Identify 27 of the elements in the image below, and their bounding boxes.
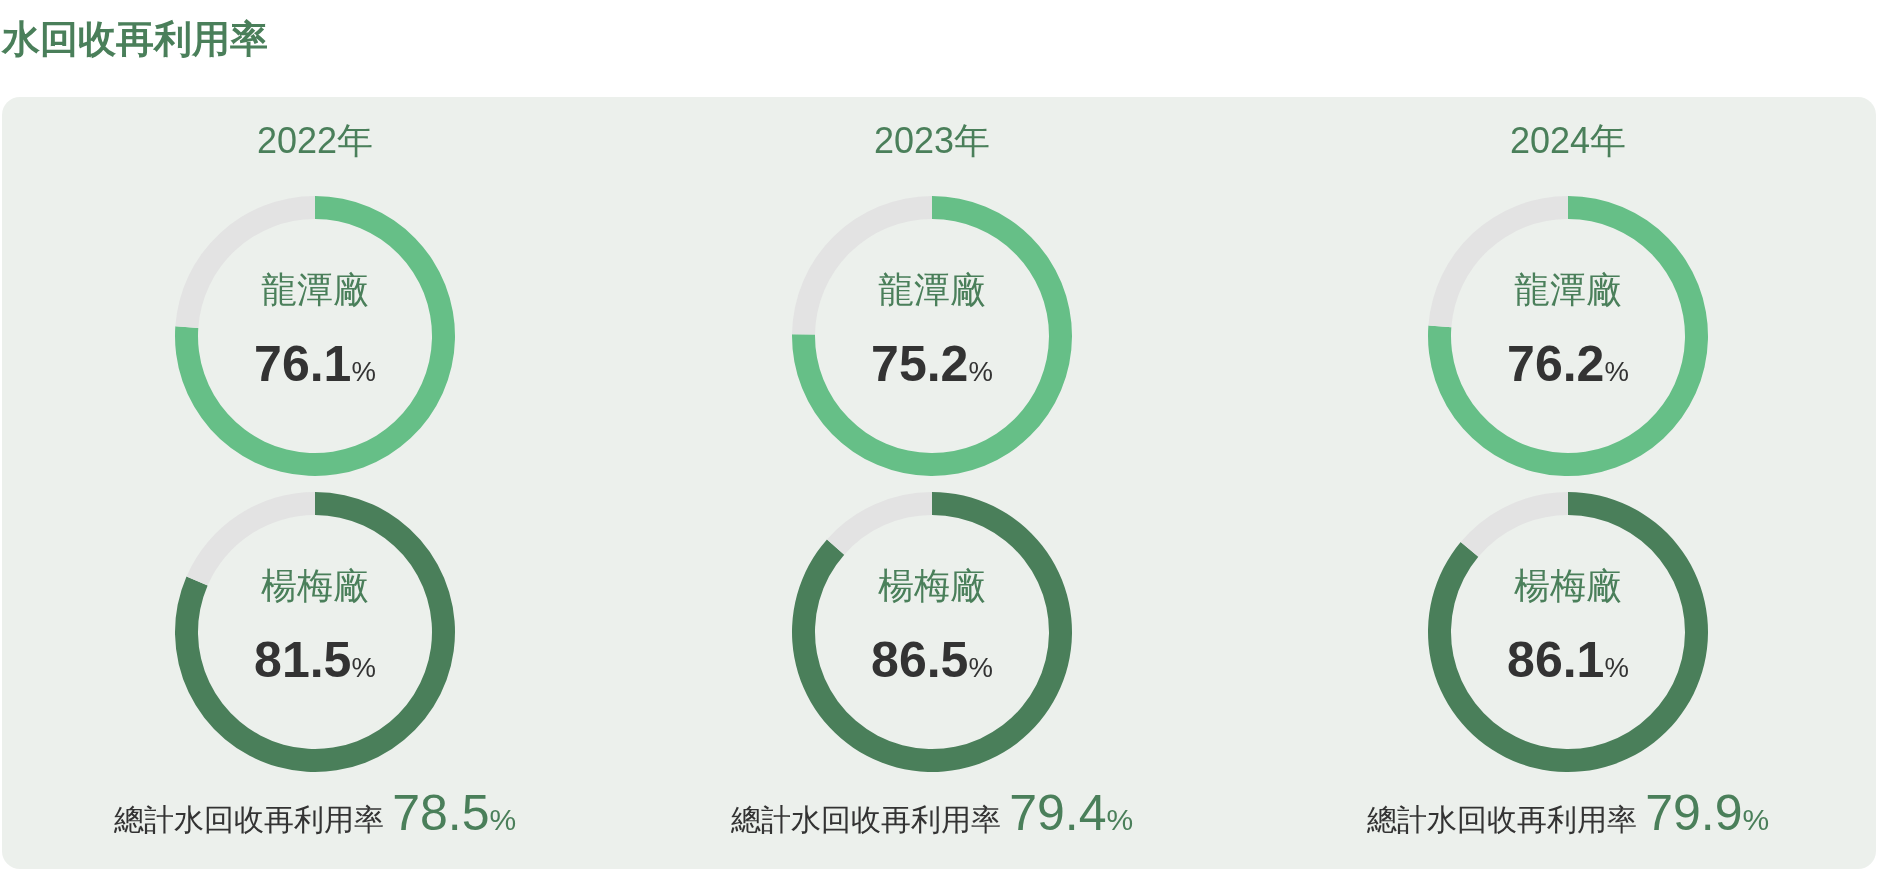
data-label: 86.5% (871, 632, 993, 688)
slice-label: 龍潭廠 (878, 269, 986, 310)
slice-label: 楊梅廠 (1514, 565, 1622, 606)
donut-slice (1428, 492, 1708, 772)
data-label: 75.2% (871, 336, 993, 392)
text: 水回收再利用率 (1, 18, 268, 60)
donut-slice (792, 196, 1072, 476)
donut-slice (175, 196, 455, 476)
slice-label: 楊梅廠 (878, 565, 986, 606)
text: 總計水回收再利用率 79.9% (1365, 785, 1770, 841)
donut-slice (792, 492, 1072, 772)
donut-slice (175, 492, 455, 772)
text: 總計水回收再利用率 79.4% (729, 785, 1134, 841)
slice-label: 龍潭廠 (261, 269, 369, 310)
donut-slice (1460, 492, 1568, 557)
chart-title: 2023年 (873, 120, 991, 161)
data-label: 76.2% (1507, 336, 1629, 392)
donut-slice (826, 492, 932, 555)
donut-slice (1428, 196, 1708, 476)
data-label: 81.5% (254, 632, 376, 688)
data-label: 76.1% (254, 336, 376, 392)
slice-label: 楊梅廠 (261, 565, 369, 606)
data-label: 86.1% (1507, 632, 1629, 688)
text: 總計水回收再利用率 78.5% (112, 785, 517, 841)
slice-label: 龍潭廠 (1514, 269, 1622, 310)
chart-title: 2022年 (256, 120, 374, 161)
chart-title: 2024年 (1509, 120, 1627, 161)
